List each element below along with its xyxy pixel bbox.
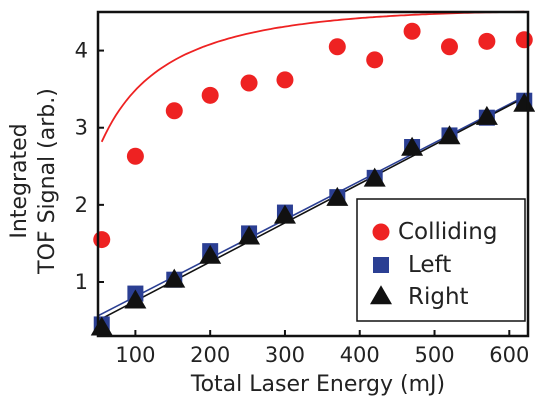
x-tick-label: 400 bbox=[340, 343, 380, 367]
colliding-point bbox=[440, 38, 458, 56]
y-tick-label: 1 bbox=[75, 270, 88, 294]
colliding-point bbox=[276, 71, 294, 89]
plot-frame bbox=[96, 10, 530, 338]
right-point bbox=[363, 167, 386, 187]
y-axis-label-line-2: TOF Signal (arb.) bbox=[35, 88, 60, 275]
x-tick-label: 200 bbox=[190, 343, 230, 367]
x-tick-label: 100 bbox=[115, 343, 155, 367]
x-axis-label: Total Laser Energy (mJ) bbox=[190, 372, 445, 397]
right-point bbox=[401, 136, 424, 156]
right-point bbox=[90, 316, 113, 336]
right-point bbox=[326, 186, 349, 206]
right-point bbox=[124, 289, 147, 309]
left-legend-marker bbox=[373, 257, 389, 273]
right-point bbox=[199, 244, 222, 264]
colliding-point bbox=[93, 231, 111, 249]
colliding-point bbox=[201, 86, 219, 104]
x-axis-ticks: 100 200 300 400 500 600 bbox=[115, 330, 529, 367]
y-axis-ticks: 1 2 3 4 bbox=[75, 39, 104, 294]
left-legend-label: Left bbox=[408, 252, 451, 278]
colliding-point bbox=[240, 74, 258, 92]
right-legend-label: Right bbox=[408, 284, 469, 310]
y-tick-label: 4 bbox=[75, 39, 88, 63]
colliding-point bbox=[126, 147, 144, 165]
colliding-legend-marker bbox=[372, 223, 390, 241]
right-point bbox=[163, 268, 186, 288]
right-point bbox=[238, 225, 261, 245]
colliding-point bbox=[515, 31, 533, 49]
colliding-point bbox=[403, 22, 421, 40]
right-point bbox=[475, 105, 498, 125]
legend: Colliding Left Right bbox=[356, 198, 526, 322]
right-point bbox=[513, 92, 535, 112]
x-tick-label: 600 bbox=[489, 343, 529, 367]
x-tick-label: 500 bbox=[414, 343, 454, 367]
right-point bbox=[273, 204, 296, 224]
y-tick-label: 2 bbox=[75, 193, 88, 217]
y-axis-label-line-1: Integrated bbox=[7, 123, 32, 238]
colliding-point bbox=[478, 32, 496, 50]
y-tick-label: 3 bbox=[75, 116, 88, 140]
x-tick-label: 300 bbox=[265, 343, 305, 367]
colliding-point bbox=[165, 102, 183, 120]
right-legend-marker bbox=[370, 285, 392, 305]
colliding-fit-curve bbox=[100, 10, 525, 143]
right-point bbox=[438, 125, 461, 145]
colliding-point bbox=[366, 51, 384, 69]
colliding-point bbox=[328, 38, 346, 56]
colliding-legend-label: Colliding bbox=[398, 219, 497, 245]
